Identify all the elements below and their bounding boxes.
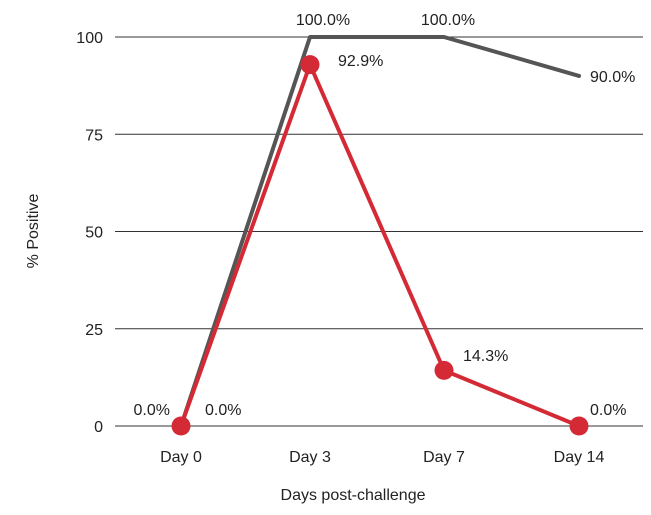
y-tick-label: 25 xyxy=(85,322,103,339)
series-2 xyxy=(171,55,589,436)
series-2-data-label: 0.0% xyxy=(205,402,241,419)
series-1-data-label: 90.0% xyxy=(590,69,635,86)
series-1 xyxy=(179,35,581,428)
series-2-point xyxy=(171,416,191,436)
y-tick-label: 75 xyxy=(85,127,103,144)
x-tick-label: Day 7 xyxy=(423,449,465,466)
series-1-data-label: 0.0% xyxy=(134,402,170,419)
y-axis-title: % Positive xyxy=(25,194,42,269)
x-tick-label: Day 0 xyxy=(160,449,202,466)
series-1-data-label: 100.0% xyxy=(421,12,475,29)
x-axis-ticks: Day 0 Day 3 Day 7 Day 14 xyxy=(160,449,604,466)
series-2-point xyxy=(300,55,320,75)
y-axis-ticks: 0 25 50 75 100 xyxy=(76,30,103,436)
series-1-data-label: 100.0% xyxy=(296,12,350,29)
y-tick-label: 0 xyxy=(94,419,103,436)
x-tick-label: Day 3 xyxy=(289,449,331,466)
y-tick-label: 50 xyxy=(85,225,103,242)
gridlines xyxy=(115,36,643,427)
y-tick-label: 100 xyxy=(76,30,103,47)
series-2-point xyxy=(434,360,454,380)
x-axis-title: Days post-challenge xyxy=(281,487,426,504)
series-2-data-label: 92.9% xyxy=(338,53,383,70)
x-tick-label: Day 14 xyxy=(554,449,605,466)
series-2-point xyxy=(569,416,589,436)
series-lines xyxy=(171,35,589,436)
series-2-data-label: 14.3% xyxy=(463,348,508,365)
series-2-line xyxy=(179,62,581,428)
series-2-data-label: 0.0% xyxy=(590,402,626,419)
data-labels: 0.0% 100.0% 100.0% 90.0% 0.0% 92.9% 14.3% 0.0% xyxy=(134,12,636,419)
series-1-line xyxy=(179,35,581,428)
